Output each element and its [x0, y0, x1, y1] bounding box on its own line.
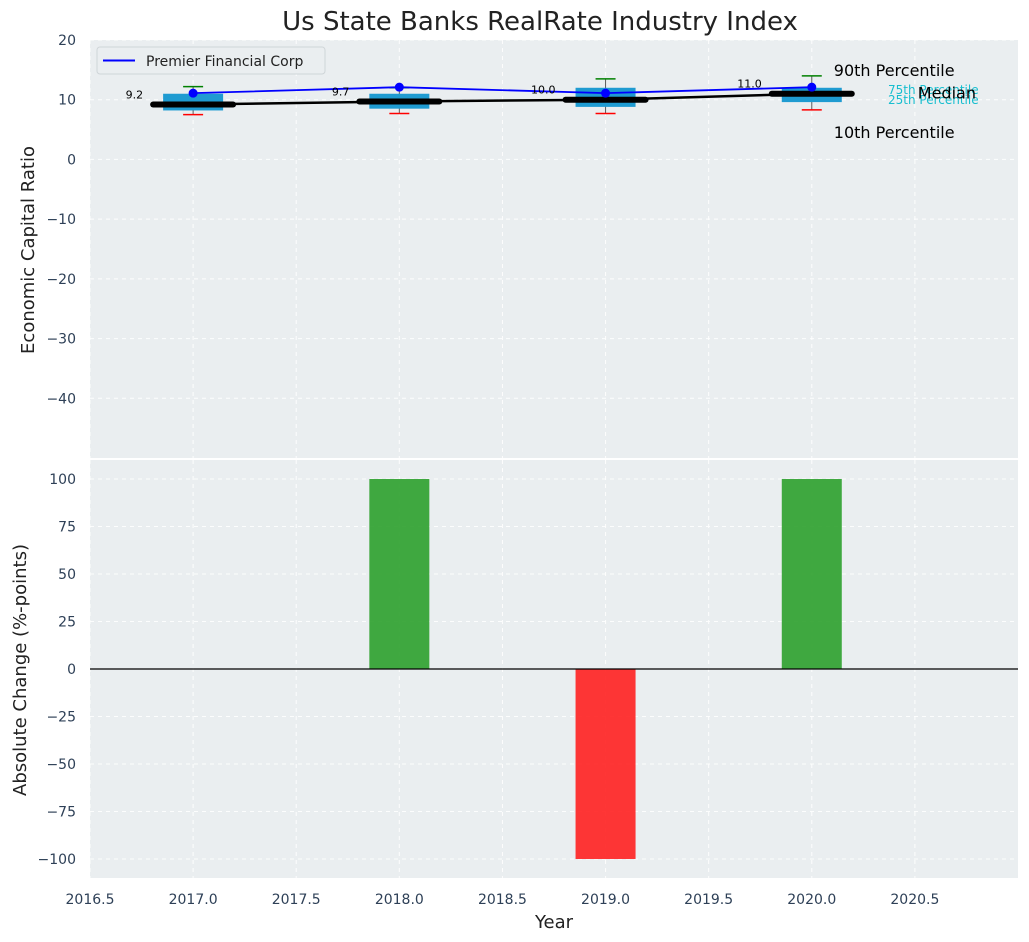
- change-bars: [369, 479, 842, 859]
- median-value-labels: 9.2 9.7 10.0 11.0: [126, 78, 762, 102]
- x-tick-label: 2019.0: [581, 892, 630, 908]
- bar-positive: [369, 479, 430, 669]
- top-y-tick-label: −10: [46, 212, 76, 228]
- chart-title: Us State Banks RealRate Industry Index: [282, 7, 798, 37]
- median-value-label: 11.0: [737, 78, 762, 91]
- premier-financial-point: [188, 88, 198, 98]
- bottom-y-tick-label: 25: [58, 615, 76, 631]
- top-y-tick-label: −40: [46, 391, 76, 407]
- bottom-y-tick-label: −75: [46, 805, 76, 821]
- label-75th-percentile: 75th Percentile: [888, 83, 979, 97]
- median-value-label: 10.0: [531, 84, 556, 97]
- premier-financial-point: [601, 88, 611, 98]
- label-median: Median: [918, 84, 976, 103]
- top-y-tick-label: 0: [67, 152, 76, 168]
- bottom-panel: 100 75 50 25 0 −25 −50 −75 −100 2016.5 2017.0 2017…: [10, 460, 1018, 933]
- legend-frame: [96, 46, 326, 75]
- bottom-y-ticks: 100 75 50 25 0 −25 −50 −75 −100: [38, 472, 76, 868]
- bottom-y-tick-label: −50: [46, 757, 76, 773]
- x-tick-label: 2020.5: [890, 892, 939, 908]
- x-axis-title: Year: [534, 912, 574, 933]
- bottom-y-tick-label: −100: [38, 852, 76, 868]
- premier-financial-line: [193, 86, 812, 95]
- bottom-y-axis-title: Absolute Change (%-points): [10, 544, 31, 796]
- bottom-y-tick-label: 0: [67, 662, 76, 678]
- bottom-y-tick-label: 100: [49, 472, 76, 488]
- x-tick-label: 2019.5: [684, 892, 733, 908]
- x-ticks: 2016.5 2017.0 2017.5 2018.0 2018.5 2019.0 2019…: [66, 892, 940, 908]
- premier-financial-point: [807, 82, 817, 92]
- bottom-y-tick-label: 75: [58, 520, 76, 536]
- top-panel: 20 10 0 −10 −20 −30 −40 9.2 9.7 10.0 11.0 90th Pe…: [18, 7, 1018, 458]
- bar-negative: [575, 669, 636, 859]
- x-tick-label: 2018.5: [478, 892, 527, 908]
- x-tick-label: 2020.0: [787, 892, 836, 908]
- legend: Premier Financial Corp: [96, 46, 326, 75]
- top-plot-area: [90, 40, 1018, 458]
- label-10th-percentile: 10th Percentile: [834, 123, 955, 142]
- legend-label-premier: Premier Financial Corp: [146, 54, 303, 70]
- label-90th-percentile: 90th Percentile: [834, 61, 955, 80]
- top-y-tick-label: −20: [46, 272, 76, 288]
- top-y-tick-label: 10: [58, 93, 76, 109]
- x-tick-label: 2017.5: [272, 892, 321, 908]
- median-value-label: 9.2: [126, 88, 144, 101]
- bar-positive: [781, 479, 842, 669]
- x-tick-label: 2017.0: [169, 892, 218, 908]
- top-y-tick-label: 20: [58, 33, 76, 49]
- premier-financial-point: [394, 82, 404, 92]
- x-tick-label: 2016.5: [66, 892, 115, 908]
- median-value-label: 9.7: [332, 86, 350, 99]
- label-25th-percentile: 25th Percentile: [888, 93, 979, 107]
- x-tick-label: 2018.0: [375, 892, 424, 908]
- bottom-y-tick-label: 50: [58, 567, 76, 583]
- series-lines: [188, 82, 817, 106]
- top-y-tick-label: −30: [46, 332, 76, 348]
- top-y-axis-title: Economic Capital Ratio: [18, 146, 39, 354]
- bottom-y-tick-label: −25: [46, 710, 76, 726]
- median-trend-line: [193, 92, 812, 106]
- top-y-ticks: 20 10 0 −10 −20 −30 −40: [46, 33, 76, 407]
